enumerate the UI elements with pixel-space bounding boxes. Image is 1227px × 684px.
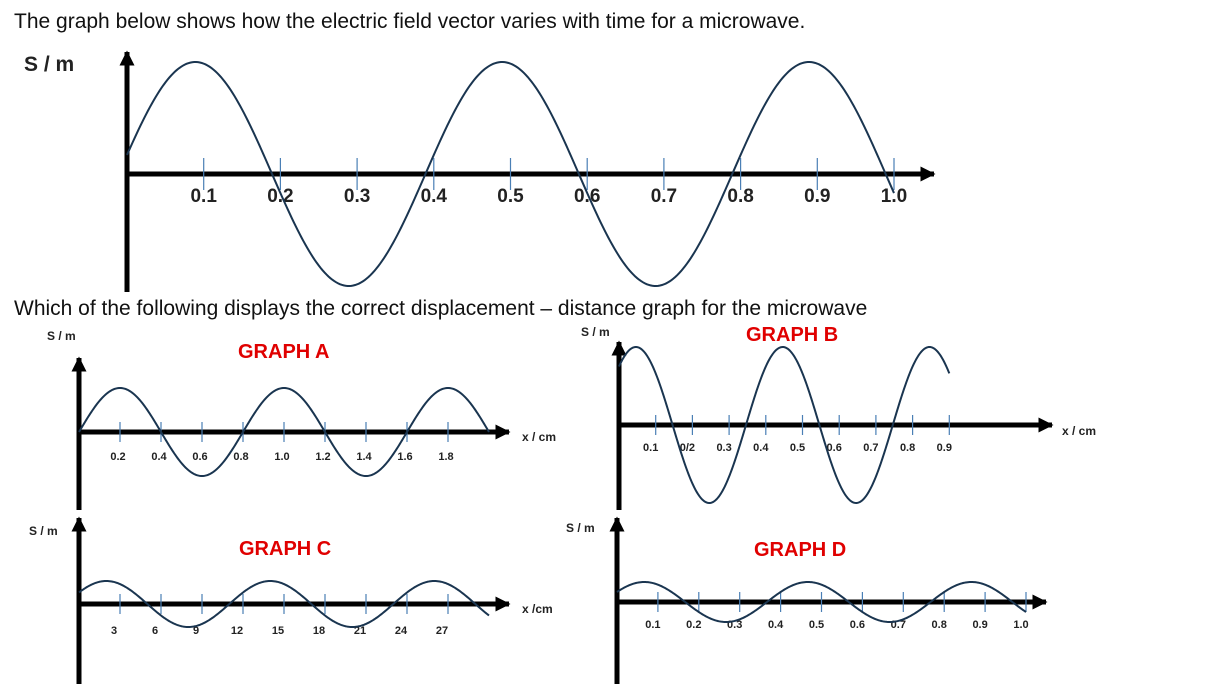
- graph-c-tick-label: 6: [152, 625, 158, 637]
- graph-a-tick-label: 0.6: [192, 451, 207, 463]
- graph-c-tick-label: 24: [395, 625, 408, 637]
- main-tick-label: 0.5: [497, 186, 524, 207]
- graph-c-title: GRAPH C: [239, 538, 331, 560]
- graph-c-tick-label: 12: [231, 625, 243, 637]
- question-prompt: Which of the following displays the corr…: [14, 297, 868, 320]
- graph-a-tick-label: 1.2: [315, 451, 330, 463]
- main-tick-label: 0.7: [651, 186, 677, 207]
- main-ticks: 0.1 0.2 0.3 0.4 0.5 0.6 0.7 0.8 0.9 1.0: [190, 158, 907, 207]
- graph-a-tick-label: 0.8: [233, 451, 248, 463]
- question-intro: The graph below shows how the electric f…: [14, 10, 806, 33]
- graph-b-tick-label: 0/2: [680, 442, 695, 454]
- graph-c-wave: [78, 579, 490, 629]
- main-tick-label: 0.3: [344, 186, 370, 207]
- graph-d-tick-label: 0.1: [645, 619, 660, 631]
- graph-a-tick-label: 1.0: [274, 451, 289, 463]
- graph-c-tick-label: 18: [313, 625, 325, 637]
- graph-c-tick-label: 9: [193, 625, 199, 637]
- graph-b-tick-label: 0.6: [827, 442, 842, 454]
- main-tick-label: 0.6: [574, 186, 600, 207]
- graph-b-tick-label: 0.9: [937, 442, 952, 454]
- graph-d-y-label: S / m: [566, 521, 595, 535]
- graph-a-tick-label: 1.4: [356, 451, 372, 463]
- graph-a-y-label: S / m: [47, 329, 76, 343]
- graph-c-x-label: x /cm: [522, 602, 553, 616]
- graph-b-tick-label: 0.7: [863, 442, 878, 454]
- graph-b: S / m x / cm GRAPH B 0.1 0/2 0.3 0.4 0.5 0.6 0…: [581, 324, 1096, 510]
- graph-a-tick-label: 0.2: [110, 451, 125, 463]
- graph-a-x-label: x / cm: [522, 430, 556, 444]
- main-wave: [126, 61, 895, 287]
- graph-c: S / m x /cm GRAPH C 3 6 9 12 15 18 21 24 27: [29, 516, 553, 684]
- graph-b-x-label: x / cm: [1062, 424, 1096, 438]
- graph-d-tick-label: 0.8: [932, 619, 947, 631]
- graph-d-tick-label: 0.2: [686, 619, 701, 631]
- graph-d-tick-label: 0.4: [768, 619, 784, 631]
- graph-d-title: GRAPH D: [754, 539, 846, 561]
- main-y-label: S / m: [24, 53, 74, 76]
- graph-b-ticks: 0.1 0/2 0.3 0.4 0.5 0.6 0.7 0.8 0.9: [643, 415, 952, 454]
- graph-d-wave: [616, 580, 1027, 624]
- graph-d-tick-label: 0.5: [809, 619, 824, 631]
- graph-a-tick-label: 0.4: [151, 451, 167, 463]
- graph-b-tick-label: 0.5: [790, 442, 805, 454]
- graph-a: S / m x / cm GRAPH A 0.2 0.4 0.6 0.8 1.0 1.2 1…: [47, 329, 556, 510]
- main-tick-label: 0.1: [190, 186, 217, 207]
- graph-a-ticks: 0.2 0.4 0.6 0.8 1.0 1.2 1.4 1.6 1.8: [110, 422, 454, 463]
- graph-d-tick-label: 1.0: [1013, 619, 1028, 631]
- graph-c-ticks: 3 6 9 12 15 18 21 24 27: [111, 594, 449, 637]
- graph-c-tick-label: 3: [111, 625, 117, 637]
- graph-a-title: GRAPH A: [238, 341, 329, 363]
- graph-d: S / m GRAPH D 0.1 0.2 0.3 0.4 0.5 0.6 0.7 0.8 0.…: [566, 516, 1048, 684]
- graph-c-tick-label: 15: [272, 625, 284, 637]
- graph-b-title: GRAPH B: [746, 324, 838, 346]
- main-tick-label: 1.0: [881, 186, 907, 207]
- main-tick-label: 0.2: [267, 186, 293, 207]
- graph-b-wave: [618, 345, 951, 505]
- graph-c-tick-label: 27: [436, 625, 448, 637]
- graph-a-tick-label: 1.8: [438, 451, 453, 463]
- graph-d-ticks: 0.1 0.2 0.3 0.4 0.5 0.6 0.7 0.8 0.9 1.0: [645, 592, 1029, 631]
- main-tick-label: 0.4: [421, 186, 448, 207]
- graph-d-tick-label: 0.6: [850, 619, 865, 631]
- main-tick-label: 0.8: [727, 186, 753, 207]
- graph-c-y-label: S / m: [29, 524, 58, 538]
- graph-a-wave: [78, 386, 490, 478]
- graph-c-tick-label: 21: [354, 625, 366, 637]
- graph-b-tick-label: 0.4: [753, 442, 769, 454]
- graph-b-tick-label: 0.1: [643, 442, 658, 454]
- graph-b-tick-label: 0.3: [716, 442, 731, 454]
- main-graph: S / m 0.1 0.2 0.3 0.4 0.5 0.6 0.7 0.8 0.9 1.0: [24, 50, 936, 292]
- graph-d-tick-label: 0.9: [972, 619, 987, 631]
- graph-a-tick-label: 1.6: [397, 451, 412, 463]
- main-tick-label: 0.9: [804, 186, 830, 207]
- graph-b-tick-label: 0.8: [900, 442, 915, 454]
- graph-b-y-label: S / m: [581, 325, 610, 339]
